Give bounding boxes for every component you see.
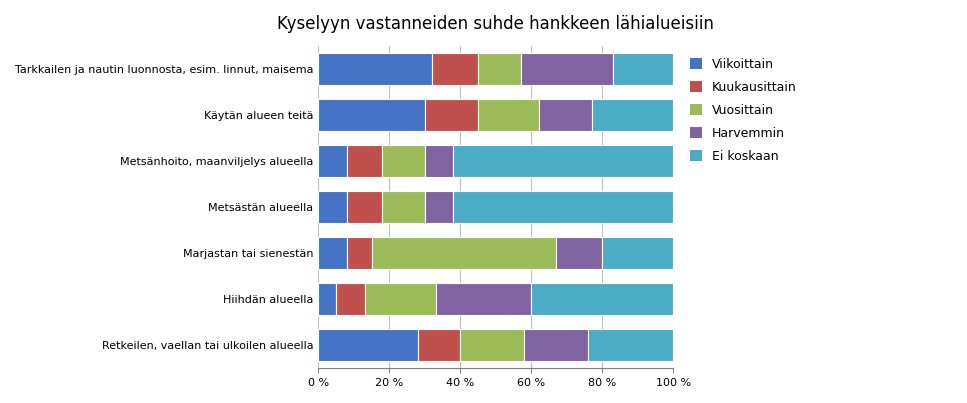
Bar — [337, 283, 365, 315]
Bar — [318, 52, 432, 85]
Bar — [318, 191, 347, 223]
Bar — [454, 191, 673, 223]
Bar — [460, 329, 524, 361]
Bar — [318, 99, 425, 131]
Bar — [454, 145, 673, 177]
Bar — [478, 99, 539, 131]
Bar — [539, 99, 592, 131]
Bar — [425, 99, 478, 131]
Bar — [521, 52, 613, 85]
Bar — [318, 283, 337, 315]
Legend: Viikoittain, Kuukausittain, Vuosittain, Harvemmin, Ei koskaan: Viikoittain, Kuukausittain, Vuosittain, … — [684, 52, 803, 169]
Bar — [432, 52, 478, 85]
Bar — [556, 237, 602, 269]
Bar — [382, 191, 425, 223]
Bar — [435, 283, 532, 315]
Bar — [365, 283, 435, 315]
Bar — [347, 191, 382, 223]
Bar — [613, 52, 673, 85]
Bar — [524, 329, 588, 361]
Bar — [425, 145, 454, 177]
Bar — [318, 329, 418, 361]
Bar — [347, 145, 382, 177]
Bar — [382, 145, 425, 177]
Bar — [588, 329, 673, 361]
Bar — [318, 145, 347, 177]
Bar — [347, 237, 371, 269]
Bar — [371, 237, 556, 269]
Bar — [532, 283, 673, 315]
Bar — [478, 52, 521, 85]
Bar — [418, 329, 460, 361]
Title: Kyselyyn vastanneiden suhde hankkeen lähialueisiin: Kyselyyn vastanneiden suhde hankkeen läh… — [278, 15, 715, 33]
Bar — [592, 99, 673, 131]
Bar — [425, 191, 454, 223]
Bar — [602, 237, 673, 269]
Bar — [318, 237, 347, 269]
